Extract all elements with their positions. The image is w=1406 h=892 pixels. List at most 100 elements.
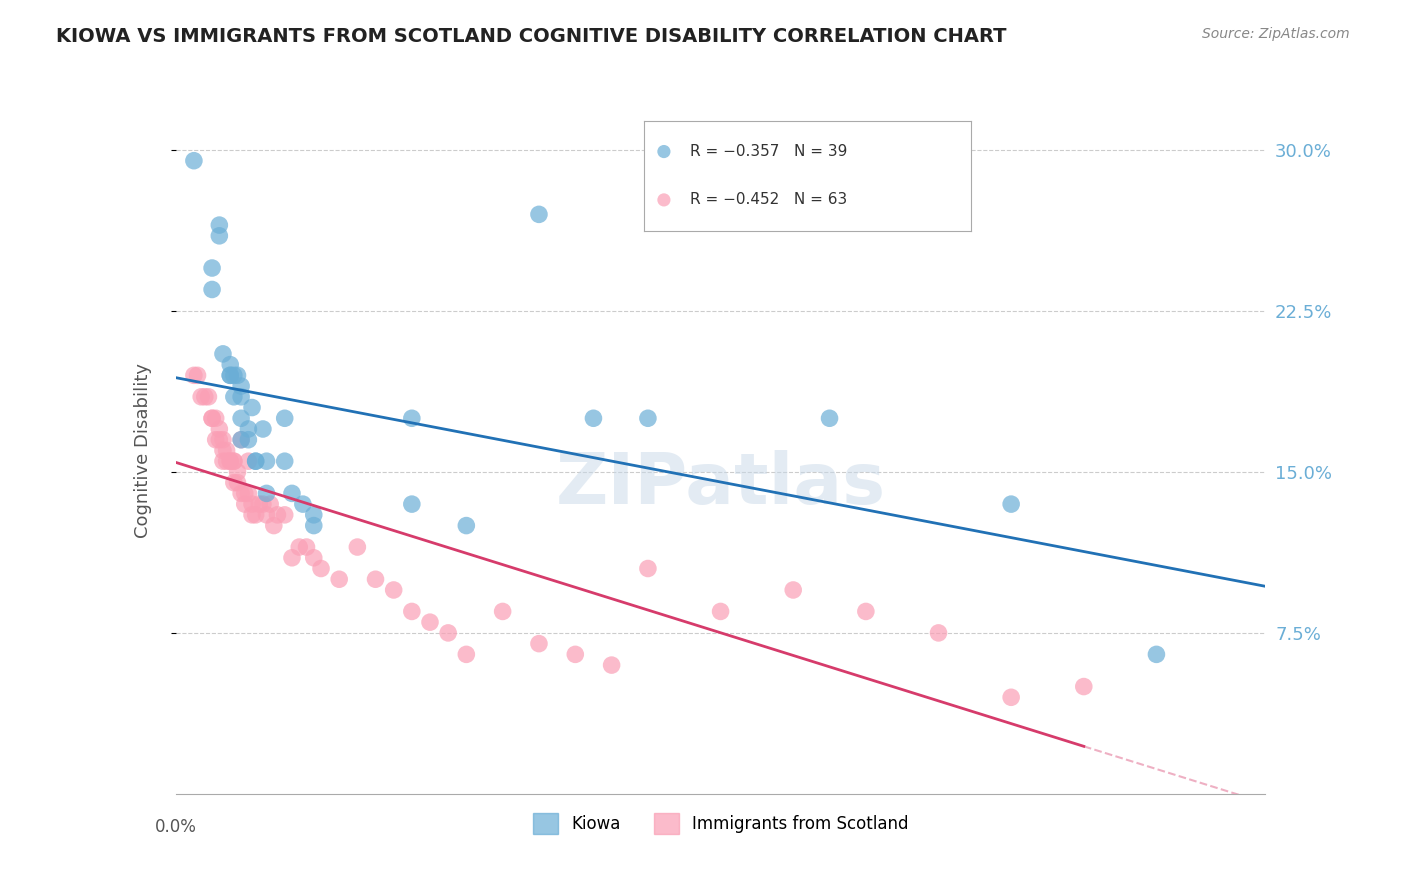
- Point: [208, 422, 231, 436]
- Point: [226, 475, 249, 490]
- Point: [194, 390, 217, 404]
- Point: [492, 604, 515, 618]
- Point: [527, 207, 550, 221]
- Point: [219, 358, 242, 372]
- Point: [256, 486, 278, 500]
- Point: [1146, 648, 1168, 662]
- Point: [710, 604, 733, 618]
- Point: [582, 411, 605, 425]
- Point: [201, 260, 224, 275]
- Point: [855, 604, 877, 618]
- Point: [291, 497, 314, 511]
- Point: [256, 454, 278, 468]
- Point: [231, 379, 253, 393]
- Point: [295, 540, 318, 554]
- Point: [204, 411, 226, 425]
- Point: [231, 390, 253, 404]
- Point: [401, 497, 423, 511]
- Point: [208, 433, 231, 447]
- Point: [231, 486, 253, 500]
- Point: [281, 550, 304, 565]
- Text: ZIPatlas: ZIPatlas: [555, 450, 886, 519]
- Point: [238, 454, 260, 468]
- Legend: Kiowa, Immigrants from Scotland: Kiowa, Immigrants from Scotland: [526, 807, 915, 840]
- Point: [247, 497, 270, 511]
- Point: [637, 561, 659, 575]
- Point: [259, 497, 281, 511]
- Point: [364, 572, 387, 586]
- Point: [302, 550, 325, 565]
- Point: [212, 443, 235, 458]
- Point: [231, 433, 253, 447]
- Point: [204, 433, 226, 447]
- Text: Source: ZipAtlas.com: Source: ZipAtlas.com: [1202, 27, 1350, 41]
- Point: [1000, 497, 1022, 511]
- Point: [401, 411, 423, 425]
- Point: [419, 615, 441, 630]
- Point: [219, 368, 242, 383]
- Point: [226, 465, 249, 479]
- Point: [328, 572, 350, 586]
- Point: [233, 486, 256, 500]
- Point: [186, 368, 209, 383]
- Point: [219, 454, 242, 468]
- Point: [818, 411, 841, 425]
- Point: [197, 390, 219, 404]
- Point: [302, 508, 325, 522]
- Point: [928, 626, 950, 640]
- Point: [456, 518, 478, 533]
- Point: [245, 454, 267, 468]
- Point: [302, 518, 325, 533]
- Point: [782, 582, 804, 597]
- Point: [240, 497, 263, 511]
- Point: [252, 422, 274, 436]
- Point: [238, 433, 260, 447]
- Point: [215, 443, 238, 458]
- Point: [222, 475, 245, 490]
- Point: [190, 390, 212, 404]
- Point: [222, 368, 245, 383]
- Text: 0.0%: 0.0%: [155, 818, 197, 836]
- Point: [274, 454, 297, 468]
- Point: [240, 508, 263, 522]
- Point: [215, 454, 238, 468]
- Point: [183, 153, 205, 168]
- Point: [238, 486, 260, 500]
- Point: [240, 401, 263, 415]
- Point: [266, 508, 288, 522]
- Point: [212, 454, 235, 468]
- Point: [274, 411, 297, 425]
- Point: [1000, 690, 1022, 705]
- Point: [201, 283, 224, 297]
- Point: [208, 228, 231, 243]
- Point: [219, 368, 242, 383]
- Point: [201, 411, 224, 425]
- Point: [252, 497, 274, 511]
- Point: [437, 626, 460, 640]
- Point: [281, 486, 304, 500]
- Y-axis label: Cognitive Disability: Cognitive Disability: [134, 363, 152, 538]
- Point: [245, 508, 267, 522]
- Point: [382, 582, 405, 597]
- Point: [201, 411, 224, 425]
- Point: [564, 648, 586, 662]
- Point: [212, 433, 235, 447]
- Point: [600, 658, 623, 673]
- Point: [346, 540, 368, 554]
- Point: [456, 648, 478, 662]
- Point: [1073, 680, 1095, 694]
- Point: [226, 368, 249, 383]
- Point: [231, 411, 253, 425]
- Point: [401, 604, 423, 618]
- Point: [256, 508, 278, 522]
- Point: [231, 433, 253, 447]
- Point: [208, 218, 231, 232]
- Point: [309, 561, 332, 575]
- Point: [183, 368, 205, 383]
- Point: [637, 411, 659, 425]
- Point: [222, 454, 245, 468]
- Point: [222, 454, 245, 468]
- Point: [527, 637, 550, 651]
- Text: KIOWA VS IMMIGRANTS FROM SCOTLAND COGNITIVE DISABILITY CORRELATION CHART: KIOWA VS IMMIGRANTS FROM SCOTLAND COGNIT…: [56, 27, 1007, 45]
- Point: [288, 540, 311, 554]
